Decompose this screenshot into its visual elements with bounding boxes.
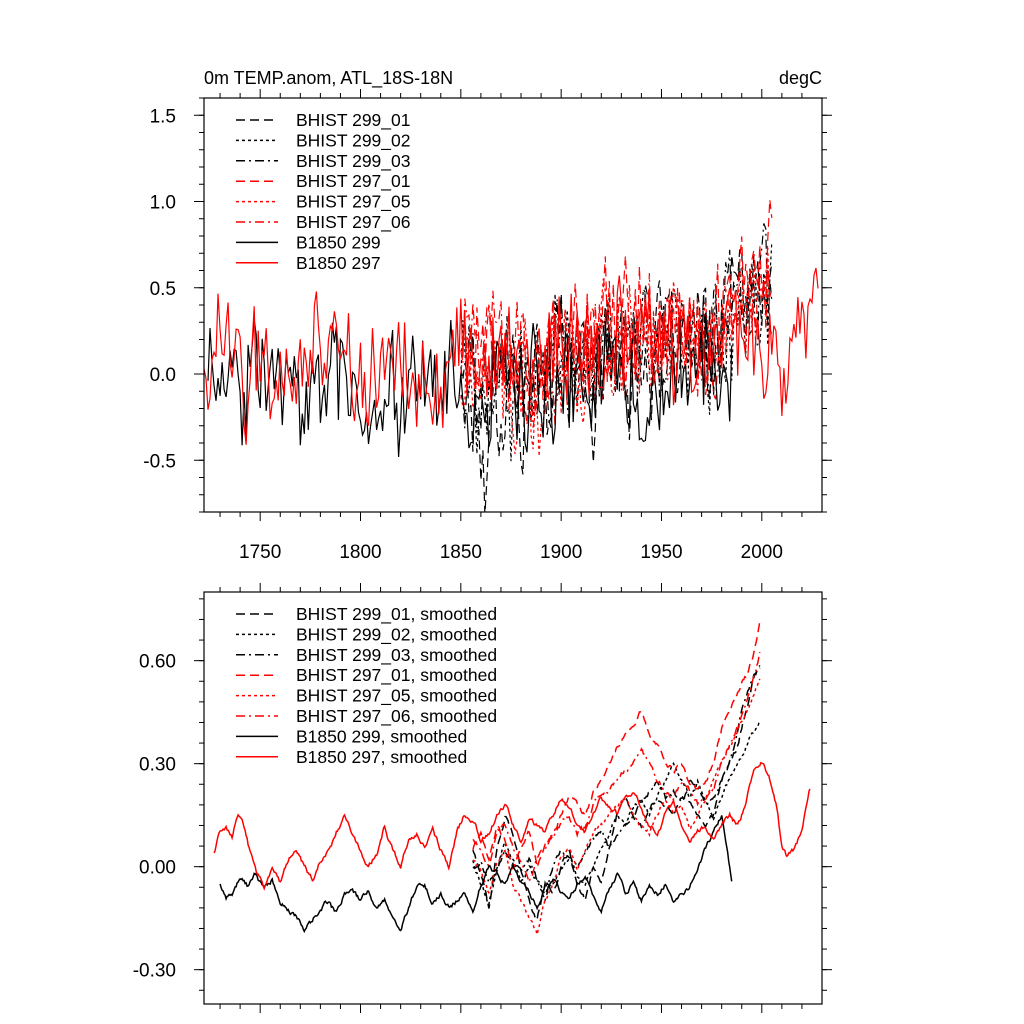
top-panel: 0m TEMP.anom, ATL_18S-18N degC 1750 1800 1… xyxy=(143,68,832,563)
chart-units: degC xyxy=(779,68,822,88)
y-tick-label: 0.5 xyxy=(150,279,176,300)
y-tick-label: 0.60 xyxy=(139,652,176,673)
series-line xyxy=(472,678,761,935)
series-line xyxy=(472,664,761,923)
y-tick-label: 0.0 xyxy=(150,365,176,386)
series-line xyxy=(472,651,761,885)
y-tick-label: 1.0 xyxy=(150,193,176,214)
series-line xyxy=(472,621,761,870)
series-line xyxy=(213,761,811,891)
y-tick-label: -0.30 xyxy=(133,961,176,982)
y-tick-label: 0.30 xyxy=(139,755,176,776)
legend-label: BHIST 297_06, smoothed xyxy=(296,706,497,727)
series-line xyxy=(460,247,773,457)
series-line xyxy=(219,815,733,934)
series-line xyxy=(460,199,773,426)
legend-label: BHIST 299_02, smoothed xyxy=(296,624,497,645)
series-line xyxy=(207,313,733,458)
x-tick-label: 1750 xyxy=(239,542,281,563)
chart-title: 0m TEMP.anom, ATL_18S-18N xyxy=(204,68,453,89)
series-line xyxy=(472,667,761,901)
x-tick-label: 2000 xyxy=(741,542,783,563)
legend-label: BHIST 299_03 xyxy=(296,151,410,172)
series-line xyxy=(472,722,761,907)
y-tick-label: 0.00 xyxy=(139,858,176,879)
legend-label: B1850 297 xyxy=(296,253,381,273)
series-line xyxy=(204,267,819,445)
legend-label: BHIST 299_02 xyxy=(296,130,410,151)
legend-label: BHIST 299_03, smoothed xyxy=(296,645,497,666)
legend-label: B1850 297, smoothed xyxy=(296,747,467,767)
x-tick-label: 1950 xyxy=(640,542,682,563)
x-tick-label: 1900 xyxy=(540,542,582,563)
legend-label: BHIST 297_06 xyxy=(296,212,410,233)
series-lines xyxy=(213,621,811,935)
series-lines xyxy=(204,199,819,512)
y-tick-label: -0.5 xyxy=(143,451,176,472)
legend-label: B1850 299, smoothed xyxy=(296,726,467,746)
y-tick-label: 1.5 xyxy=(150,106,176,127)
legend-label: BHIST 297_01, smoothed xyxy=(296,665,497,686)
legend-label: BHIST 297_05 xyxy=(296,192,410,213)
legend-label: BHIST 297_01 xyxy=(296,171,410,192)
legend-label: BHIST 299_01 xyxy=(296,110,410,131)
x-tick-label: 1850 xyxy=(440,542,482,563)
legend-label: BHIST 299_01, smoothed xyxy=(296,604,497,625)
legend-label: BHIST 297_05, smoothed xyxy=(296,686,497,707)
legend-label: B1850 299 xyxy=(296,232,381,252)
plot-frame xyxy=(203,591,823,1005)
series-line xyxy=(460,247,773,512)
x-tick-label: 1800 xyxy=(339,542,381,563)
